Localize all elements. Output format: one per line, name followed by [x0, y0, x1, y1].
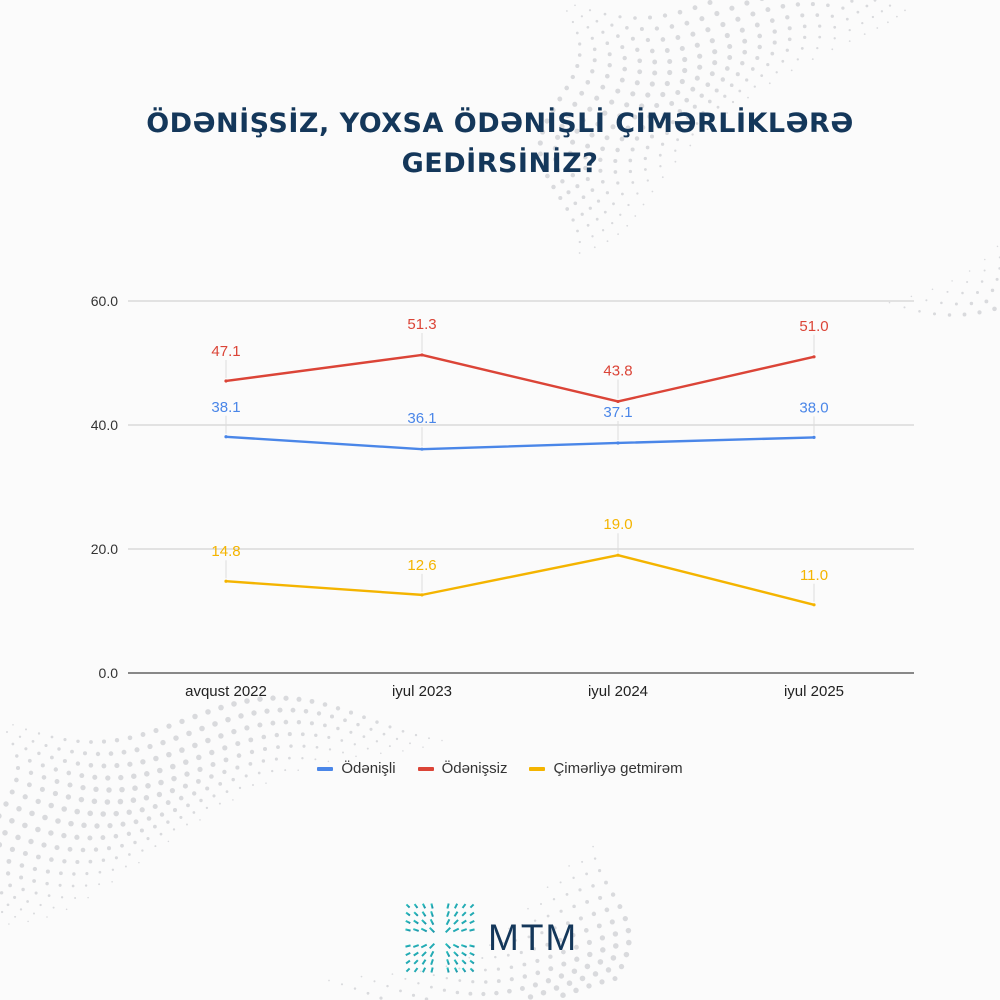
data-label: 19.0 — [603, 516, 632, 533]
data-label: 36.1 — [407, 410, 436, 427]
brand-logo: MTM — [404, 902, 578, 974]
data-label: 12.6 — [407, 557, 436, 574]
data-point — [812, 355, 816, 359]
x-tick-label: avqust 2022 — [185, 683, 267, 700]
mtm-logo-icon — [405, 903, 475, 973]
data-point — [420, 353, 424, 357]
data-point — [812, 435, 816, 439]
legend-item: Ödənişsiz — [417, 760, 508, 777]
data-point — [616, 441, 620, 445]
series-line — [225, 435, 815, 451]
y-tick-label: 40.0 — [91, 417, 118, 433]
x-tick-label: iyul 2023 — [392, 683, 452, 700]
data-point — [224, 579, 228, 583]
legend-swatch — [417, 766, 434, 771]
y-tick-label: 0.0 — [99, 665, 119, 681]
data-point — [224, 379, 228, 383]
series-line — [225, 353, 815, 403]
legend-label: Çimərliyə getmirəm — [553, 760, 683, 777]
brand-name: MTM — [488, 917, 579, 958]
legend-item: Çimərliyə getmirəm — [529, 760, 683, 777]
legend-label: Ödənişsiz — [441, 760, 508, 777]
y-tick-label: 20.0 — [91, 541, 118, 557]
y-tick-label: 60.0 — [91, 293, 118, 309]
legend-item: Ödənişli — [317, 760, 396, 777]
data-label: 14.8 — [211, 543, 240, 560]
data-label: 11.0 — [800, 567, 828, 584]
data-label: 37.1 — [603, 404, 632, 421]
data-label: 38.1 — [211, 399, 240, 416]
legend-swatch — [317, 766, 334, 771]
data-point — [420, 593, 424, 597]
series-line — [225, 554, 815, 606]
data-label: 51.0 — [799, 318, 828, 335]
data-point — [420, 447, 424, 451]
data-point — [812, 603, 816, 607]
legend-swatch — [529, 766, 546, 771]
data-point — [224, 435, 228, 439]
legend-label: Ödənişli — [341, 760, 396, 777]
x-tick-label: iyul 2024 — [588, 683, 648, 700]
chart-title: ÖDƏNİŞSİZ, YOXSA ÖDƏNİŞLİ ÇİMƏRLİKLƏRƏ GE… — [146, 108, 854, 179]
data-point — [616, 553, 620, 557]
data-label: 47.1 — [211, 343, 240, 360]
data-label: 51.3 — [407, 316, 436, 333]
data-point — [616, 399, 620, 404]
data-label: 43.8 — [603, 362, 632, 379]
x-tick-label: iyul 2025 — [784, 683, 844, 700]
data-label: 38.0 — [799, 399, 828, 416]
chart-legend: Ödənişli Ödənişsiz Çimərliyə getmirəm — [0, 760, 1000, 777]
